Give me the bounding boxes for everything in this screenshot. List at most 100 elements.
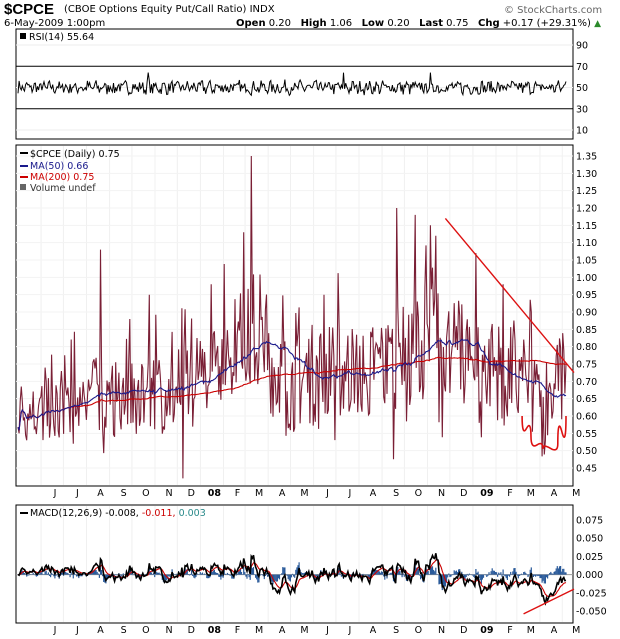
macd-histogram-bar: [217, 573, 219, 575]
macd-histogram-bar: [244, 571, 246, 575]
macd-histogram-bar: [561, 571, 563, 575]
macd-histogram-bar: [273, 574, 275, 582]
macd-histogram-bar: [536, 574, 538, 576]
macd-histogram-bar: [98, 574, 100, 578]
price-x-tick: M: [255, 488, 263, 499]
macd-y-tick: -0.025: [576, 588, 607, 599]
macd-histogram-bar: [514, 568, 516, 575]
macd-histogram-bar: [403, 574, 405, 577]
macd-histogram-bar: [204, 573, 206, 575]
macd-histogram-bar: [553, 571, 555, 575]
macd-histogram-bar: [385, 574, 387, 576]
macd-histogram-bar: [539, 574, 541, 579]
macd-histogram-bar: [224, 573, 226, 575]
macd-histogram-bar: [259, 574, 261, 576]
macd-histogram-bar: [236, 573, 238, 575]
macd-histogram-bar: [296, 567, 298, 575]
macd-histogram-bar: [212, 570, 214, 575]
macd-x-tick: 08: [208, 625, 222, 636]
macd-histogram-bar: [167, 574, 169, 579]
macd-histogram-bar: [278, 574, 281, 580]
macd-histogram-bar: [418, 574, 421, 576]
macd-histogram-bar: [235, 574, 237, 576]
macd-histogram-bar: [518, 574, 520, 576]
macd-legend-text: MACD(12,26,9) -0.008, -0.011, 0.003: [30, 508, 206, 519]
macd-histogram-bar: [525, 573, 527, 575]
macd-histogram-bar: [211, 571, 213, 575]
macd-histogram-bar: [275, 574, 277, 582]
macd-histogram-bar: [74, 574, 77, 576]
macd-histogram-bar: [27, 574, 29, 576]
macd-histogram-bar: [349, 574, 351, 579]
macd-histogram-bar: [276, 574, 278, 582]
macd-histogram-bar: [95, 569, 97, 575]
macd-histogram-bar: [221, 574, 223, 577]
macd-histogram-bar: [213, 569, 215, 575]
macd-x-tick: A: [551, 625, 558, 636]
macd-legend-hist: 0.003: [179, 508, 206, 519]
macd-x-tick: J: [75, 625, 79, 636]
macd-histogram-bar: [39, 573, 41, 575]
macd-histogram-bar: [420, 574, 422, 580]
exchange-text: INDX: [249, 4, 275, 15]
price-x-tick: 08: [208, 488, 222, 499]
macd-y-tick: 0.050: [576, 534, 603, 545]
price-y-tick: 0.80: [576, 342, 597, 353]
macd-histogram-bar: [200, 573, 202, 575]
macd-histogram-bar: [433, 569, 435, 575]
macd-x-tick: S: [393, 625, 399, 636]
macd-histogram-bar: [283, 567, 285, 575]
macd-histogram-bar: [196, 573, 198, 575]
macd-x-tick: M: [527, 625, 535, 636]
macd-histogram-bar: [519, 574, 521, 576]
macd-histogram-bar: [543, 574, 545, 584]
macd-histogram-bar: [451, 574, 453, 576]
macd-y-tick: 0.025: [576, 552, 603, 563]
macd-histogram-bar: [288, 574, 290, 581]
macd-histogram-bar: [369, 574, 371, 580]
macd-histogram-bar: [35, 574, 37, 577]
last-label: Last: [419, 18, 443, 29]
macd-histogram-bar: [538, 574, 540, 576]
macd-histogram-bar: [23, 573, 26, 575]
macd-histogram-bar: [549, 573, 551, 575]
macd-histogram-bar: [487, 574, 489, 576]
rsi-line: [17, 72, 567, 97]
macd-histogram-bar: [532, 574, 534, 577]
macd-histogram-bar: [427, 570, 429, 575]
macd-histogram-bar: [434, 571, 436, 575]
macd-histogram-bar: [499, 573, 501, 575]
macd-histogram-bar: [238, 571, 240, 575]
price-y-tick: 0.45: [576, 464, 597, 475]
macd-histogram-bar: [515, 571, 517, 575]
macd-histogram-bar: [302, 573, 304, 575]
macd-histogram-bar: [373, 570, 375, 575]
price-y-tick: 1.35: [576, 152, 597, 163]
macd-histogram-bar: [22, 572, 24, 575]
macd-histogram-bar: [60, 572, 62, 575]
macd-histogram-bar: [265, 573, 268, 575]
macd-histogram-bar: [401, 574, 403, 578]
macd-histogram-bar: [293, 574, 295, 577]
macd-histogram-bar: [201, 572, 204, 575]
macd-histogram-bar: [48, 574, 51, 576]
price-y-tick: 1.25: [576, 186, 597, 197]
macd-histogram-bar: [491, 568, 493, 575]
macd-histogram-bar: [512, 571, 514, 575]
macd-histogram-bar: [467, 574, 469, 576]
macd-histogram-bar: [277, 574, 279, 579]
macd-histogram-bar: [207, 574, 209, 579]
macd-histogram-bar: [47, 572, 49, 575]
macd-histogram-bar: [300, 572, 302, 575]
high-value: 1.06: [329, 18, 353, 29]
macd-histogram-bar: [46, 573, 48, 575]
macd-histogram-bar: [426, 569, 428, 575]
quote-line: Open 0.20 High 1.06 Low 0.20 Last 0.75 C…: [236, 18, 601, 29]
rounded-bottom-curve: [521, 415, 567, 451]
macd-histogram-bar: [340, 574, 342, 577]
macd-histogram-bar: [463, 574, 465, 579]
price-x-tick: A: [551, 488, 558, 499]
macd-histogram-bar: [286, 574, 288, 576]
macd-histogram-bar: [79, 574, 81, 577]
